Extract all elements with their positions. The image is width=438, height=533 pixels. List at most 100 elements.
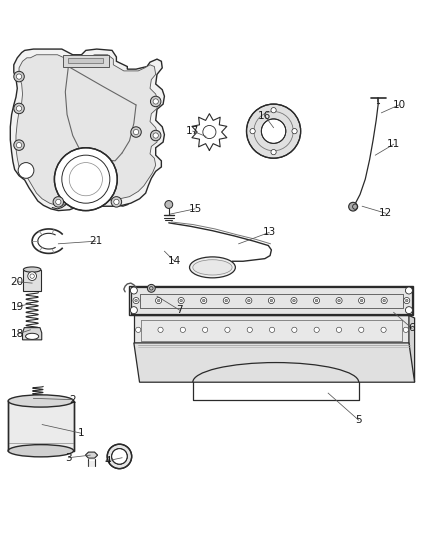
Circle shape [406, 299, 408, 302]
Circle shape [381, 297, 387, 304]
Polygon shape [16, 55, 158, 205]
Circle shape [153, 133, 158, 138]
Circle shape [247, 299, 250, 302]
Circle shape [292, 327, 297, 333]
Polygon shape [134, 316, 409, 343]
Circle shape [134, 130, 139, 135]
Circle shape [157, 299, 160, 302]
Circle shape [225, 299, 228, 302]
Circle shape [246, 297, 252, 304]
Text: 1: 1 [78, 429, 85, 438]
Circle shape [201, 297, 207, 304]
Circle shape [155, 297, 162, 304]
Circle shape [406, 287, 413, 294]
Text: 10: 10 [392, 100, 406, 110]
Circle shape [270, 299, 273, 302]
Polygon shape [85, 452, 98, 458]
Circle shape [269, 327, 275, 333]
Circle shape [56, 199, 61, 205]
Circle shape [133, 297, 139, 304]
Circle shape [178, 297, 184, 304]
Circle shape [292, 128, 297, 134]
Circle shape [158, 327, 163, 333]
Circle shape [271, 149, 276, 155]
Polygon shape [134, 343, 415, 382]
Circle shape [403, 327, 409, 333]
Circle shape [293, 299, 295, 302]
Text: 19: 19 [11, 302, 24, 312]
Circle shape [250, 128, 255, 134]
Ellipse shape [8, 445, 74, 457]
Circle shape [247, 327, 252, 333]
Circle shape [271, 108, 276, 113]
Text: 2: 2 [69, 394, 76, 405]
Circle shape [16, 106, 21, 111]
Circle shape [180, 299, 183, 302]
Circle shape [203, 125, 216, 139]
Circle shape [314, 327, 319, 333]
Circle shape [359, 297, 365, 304]
Circle shape [28, 272, 36, 280]
Ellipse shape [25, 333, 39, 340]
Circle shape [53, 197, 64, 207]
Ellipse shape [8, 395, 74, 407]
Ellipse shape [193, 260, 232, 275]
Polygon shape [409, 316, 415, 382]
Circle shape [349, 203, 357, 211]
Circle shape [336, 327, 342, 333]
Circle shape [111, 197, 122, 207]
Circle shape [114, 199, 119, 205]
Circle shape [202, 299, 205, 302]
Polygon shape [68, 58, 103, 63]
Circle shape [14, 140, 24, 150]
Text: 7: 7 [177, 305, 183, 315]
Circle shape [14, 103, 24, 114]
Ellipse shape [23, 267, 41, 272]
Circle shape [131, 306, 138, 313]
Text: 12: 12 [379, 208, 392, 218]
Circle shape [16, 74, 21, 79]
Text: 16: 16 [258, 111, 272, 121]
Text: 3: 3 [65, 453, 72, 463]
Circle shape [107, 444, 132, 469]
Text: 14: 14 [168, 256, 181, 266]
Circle shape [261, 119, 286, 143]
Circle shape [315, 299, 318, 302]
Text: 4: 4 [104, 456, 111, 466]
Circle shape [336, 297, 342, 304]
Circle shape [131, 127, 141, 138]
Circle shape [404, 297, 410, 304]
Circle shape [359, 327, 364, 333]
Text: 17: 17 [186, 126, 199, 136]
Circle shape [360, 299, 363, 302]
Circle shape [268, 297, 275, 304]
Circle shape [54, 148, 117, 211]
Text: 13: 13 [263, 228, 276, 237]
Circle shape [406, 306, 413, 313]
Polygon shape [130, 286, 413, 314]
Circle shape [112, 449, 127, 464]
Text: 20: 20 [11, 277, 24, 287]
Circle shape [383, 299, 385, 302]
Circle shape [314, 297, 320, 304]
Circle shape [225, 327, 230, 333]
Circle shape [202, 327, 208, 333]
Circle shape [247, 104, 300, 158]
Polygon shape [8, 401, 74, 451]
Text: 21: 21 [89, 236, 102, 246]
Circle shape [148, 285, 155, 292]
Circle shape [150, 130, 161, 141]
Ellipse shape [190, 257, 235, 278]
Circle shape [136, 327, 141, 333]
Polygon shape [23, 270, 41, 292]
Circle shape [150, 96, 161, 107]
Circle shape [180, 327, 185, 333]
Polygon shape [11, 49, 164, 211]
Circle shape [131, 287, 138, 294]
Text: 6: 6 [409, 324, 415, 334]
Circle shape [14, 71, 24, 82]
Text: 11: 11 [387, 139, 400, 149]
Text: 15: 15 [188, 204, 201, 214]
Polygon shape [63, 55, 109, 67]
Circle shape [165, 200, 173, 208]
